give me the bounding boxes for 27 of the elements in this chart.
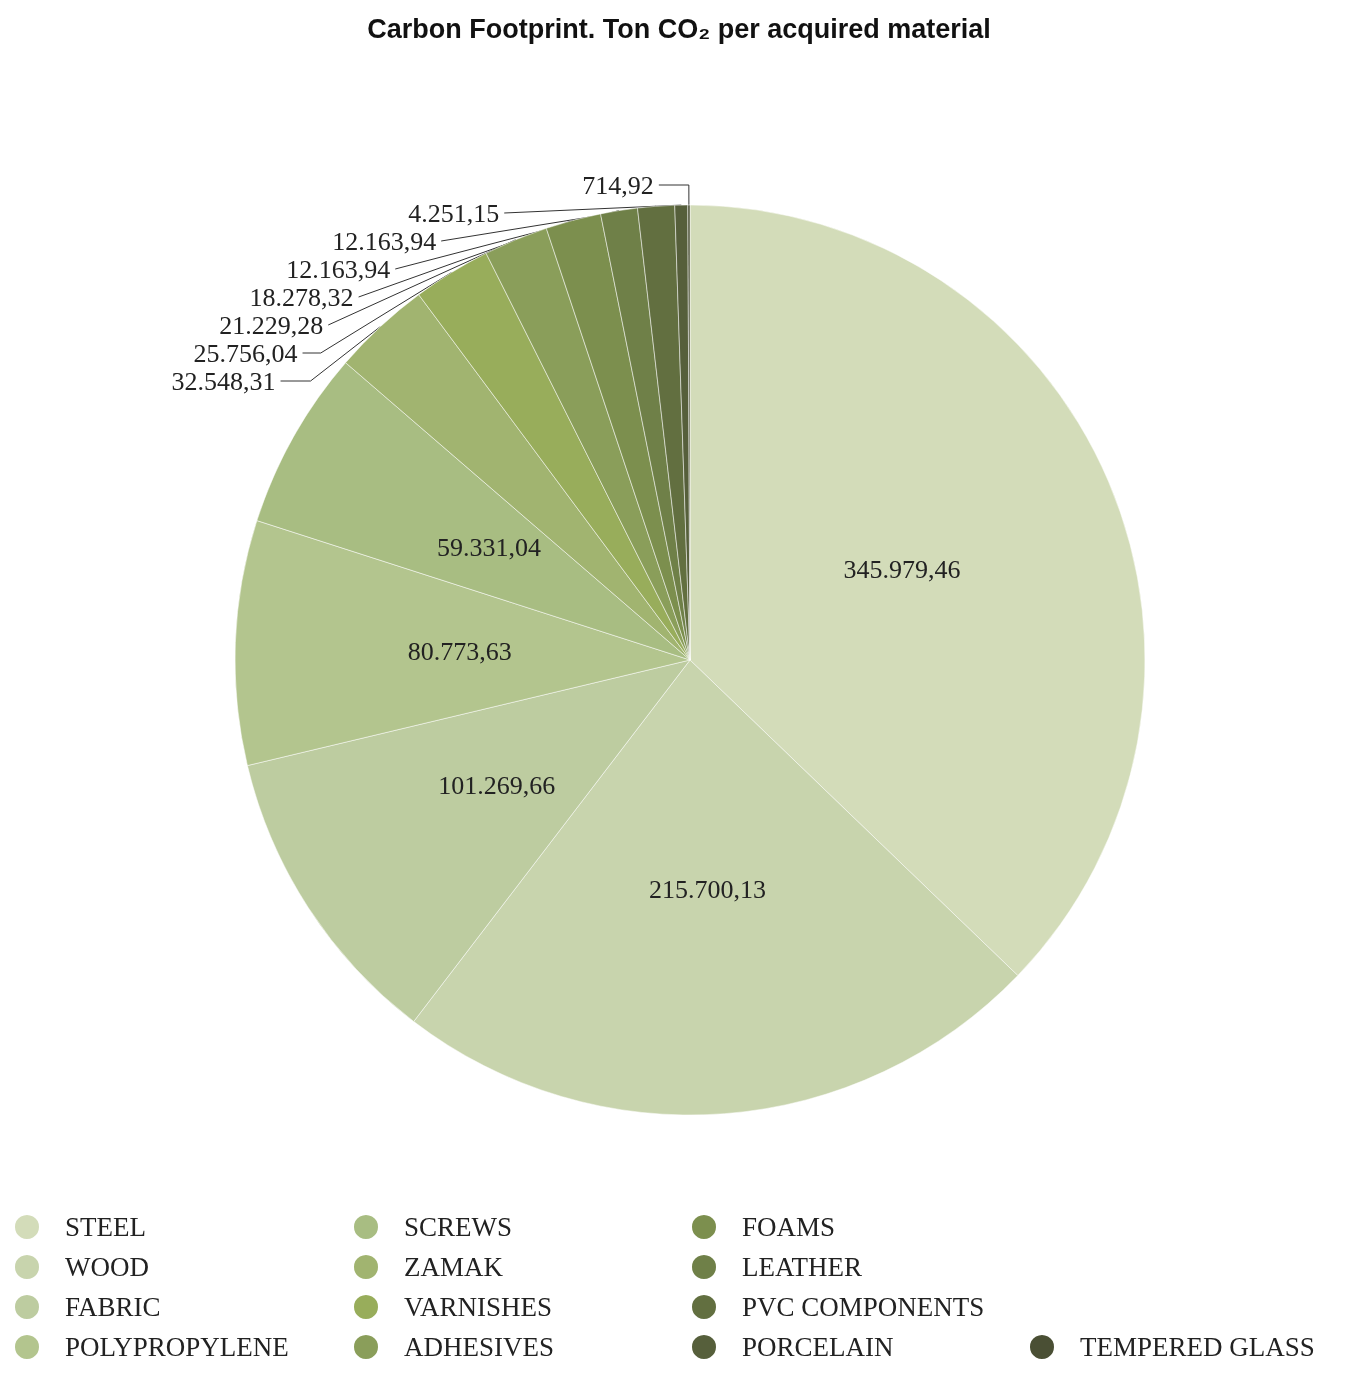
- data-label: 59.331,04: [437, 532, 542, 562]
- data-label: 25.756,04: [193, 338, 298, 368]
- data-label: 215.700,13: [649, 875, 766, 905]
- data-label: 12.163,94: [286, 254, 391, 284]
- legend-label: ZAMAK: [404, 1252, 504, 1282]
- data-label: 80.773,63: [407, 636, 512, 666]
- data-label: 714,92: [582, 170, 654, 200]
- data-label: 12.163,94: [332, 226, 437, 256]
- data-label: 32.548,31: [171, 366, 276, 396]
- data-label: 101.269,66: [438, 771, 556, 801]
- data-label: 345.979,46: [843, 555, 961, 585]
- chart-title: Carbon Footprint. Ton CO₂ per acquired material: [367, 13, 991, 44]
- legend-label: VARNISHES: [404, 1292, 553, 1322]
- legend-label: FABRIC: [65, 1292, 161, 1322]
- legend-label: FOAMS: [742, 1212, 836, 1242]
- data-label: 18.278,32: [249, 282, 354, 312]
- legend-label: STEEL: [65, 1212, 146, 1242]
- legend-label: POLYPROPYLENE: [65, 1332, 289, 1362]
- legend-label: TEMPERED GLASS: [1080, 1332, 1315, 1362]
- legend-label: WOOD: [65, 1252, 149, 1282]
- data-label: 21.229,28: [219, 310, 324, 340]
- data-label: 4.251,15: [408, 198, 500, 228]
- legend-label: PORCELAIN: [742, 1332, 894, 1362]
- legend-label: SCREWS: [404, 1212, 513, 1242]
- legend-label: PVC COMPONENTS: [742, 1292, 985, 1322]
- legend-label: ADHESIVES: [404, 1332, 555, 1362]
- legend-label: LEATHER: [742, 1252, 862, 1282]
